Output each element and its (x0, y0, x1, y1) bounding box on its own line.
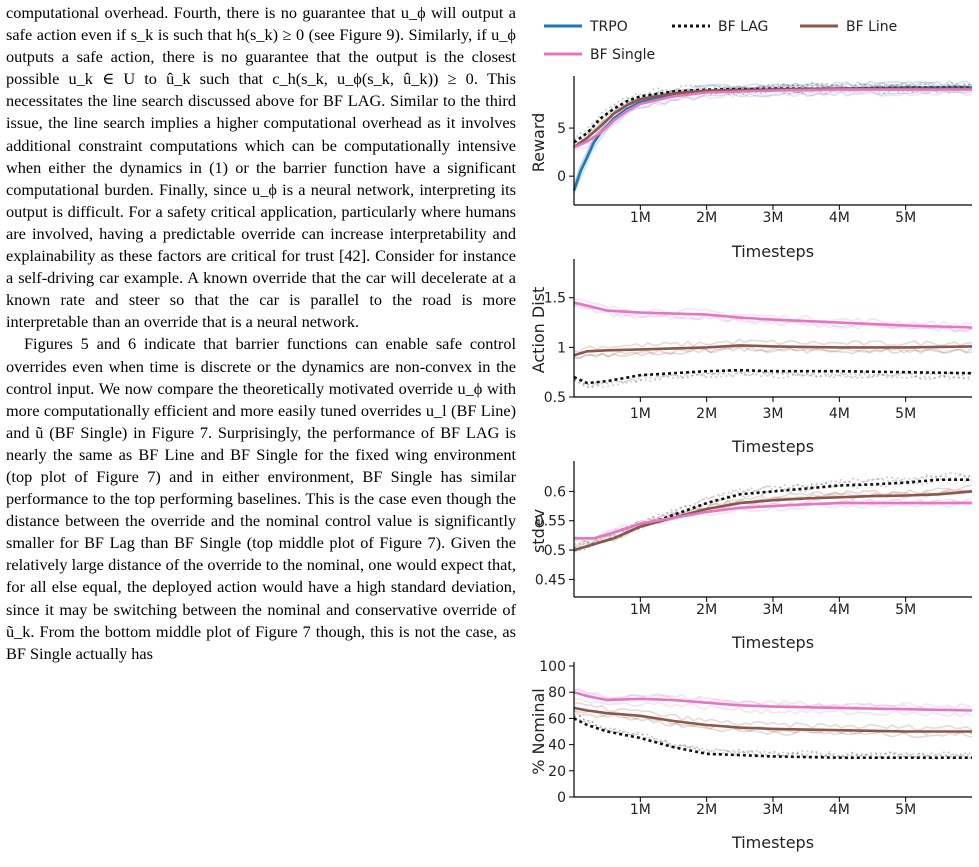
y-tick-label: 20 (548, 764, 566, 780)
run-line (573, 369, 973, 389)
run-line (573, 473, 973, 549)
x-tick-label: 2M (696, 802, 717, 818)
x-tick-label: 5M (895, 602, 916, 618)
legend-label: TRPO (589, 19, 628, 35)
y-axis-label: % Nominal (530, 688, 548, 774)
series-line-bf-lag (573, 86, 972, 144)
x-tick-label: 1M (630, 602, 651, 618)
x-tick-label: 5M (895, 210, 916, 226)
run-line (573, 346, 973, 359)
series-line-bf-single (573, 690, 973, 712)
y-tick-label: 0.45 (535, 572, 566, 588)
run-line (573, 489, 973, 550)
run-line (573, 502, 973, 543)
y-tick-label: 1 (557, 340, 566, 356)
x-tick-label: 2M (696, 210, 717, 226)
x-axis-label: Timesteps (731, 437, 814, 456)
x-tick-label: 3M (763, 406, 784, 422)
run-line (573, 81, 973, 142)
x-tick-label: 3M (763, 602, 784, 618)
y-tick-label: 100 (539, 659, 566, 675)
series-line-bf-single (573, 88, 972, 149)
legend-item-bf-lag: BF LAG (672, 19, 768, 35)
x-axis-label: Timesteps (731, 833, 814, 852)
y-tick-label: 0.6 (544, 484, 566, 500)
y-axis-label: stdev (530, 509, 548, 553)
run-line (573, 484, 973, 548)
plot-reward: 1M 2M 3M 4M 5M 0 5 Timesteps Reward (530, 76, 973, 261)
x-tick-label: 1M (630, 406, 651, 422)
run-line (573, 709, 973, 739)
run-line (573, 697, 973, 718)
run-line (573, 702, 973, 731)
paragraph-2: Figures 5 and 6 indicate that barrier fu… (6, 334, 516, 663)
run-line (573, 687, 973, 710)
legend-item-bf-single: BF Single (544, 47, 655, 63)
series-line-bf-line (573, 490, 973, 552)
y-axis-label: Action Dist (530, 287, 548, 374)
x-axis-label: Timesteps (731, 633, 814, 652)
run-line (573, 80, 973, 186)
legend-label: BF Line (846, 19, 897, 35)
x-tick-label: 2M (696, 406, 717, 422)
y-tick-label: 80 (548, 685, 566, 701)
x-tick-label: 3M (763, 802, 784, 818)
run-line (573, 371, 973, 389)
y-tick-label: 0 (557, 169, 566, 185)
series-line-bf-single (573, 301, 973, 329)
y-tick-label: 40 (548, 738, 566, 754)
y-axis-label: Reward (530, 113, 548, 173)
run-line (573, 304, 973, 334)
x-tick-label: 4M (829, 210, 850, 226)
y-tick-label: 1.5 (544, 291, 566, 307)
series-line-bf-lag (573, 368, 973, 385)
x-tick-label: 4M (829, 406, 850, 422)
x-tick-label: 5M (895, 802, 916, 818)
series-line-bf-single (574, 501, 972, 540)
run-line (573, 89, 973, 194)
figure-7-panel: TRPO BF LAG BF Line BF Single 1M 2M 3M 4M 5M 0 5 T… (530, 0, 979, 867)
run-line (573, 477, 973, 552)
run-line (573, 715, 973, 759)
series-line-bf-line (573, 706, 972, 733)
figure-7-svg: TRPO BF LAG BF Line BF Single 1M 2M 3M 4M 5M 0 5 T… (530, 19, 973, 852)
run-line (573, 370, 973, 388)
x-tick-label: 1M (630, 802, 651, 818)
run-line (573, 717, 973, 760)
run-line (573, 338, 973, 353)
plot-action-dist: 1M 2M 3M 4M 5M 0.5 1 1.5 Timesteps Action Dist (530, 259, 973, 456)
y-tick-label: 5 (557, 121, 566, 137)
plots: 1M 2M 3M 4M 5M 0 5 Timesteps Reward 1M 2M 3M 4M 5M 0.5… (530, 76, 973, 852)
y-tick-label: 0.55 (535, 514, 566, 530)
x-tick-label: 1M (630, 210, 651, 226)
x-tick-label: 3M (763, 210, 784, 226)
run-line (573, 345, 973, 360)
paper-text-column: computational overhead. Fourth, there is… (6, 2, 516, 665)
x-tick-label: 2M (696, 602, 717, 618)
plot-stdev: 1M 2M 3M 4M 5M 0.45 0.5 0.55 0.6 Timesteps stdev (530, 461, 973, 652)
paragraph-1: computational overhead. Fourth, there is… (6, 3, 516, 332)
y-tick-label: 0 (557, 790, 566, 806)
legend-item-bf-line: BF Line (800, 19, 897, 35)
x-axis-label: Timesteps (731, 242, 814, 261)
y-tick-label: 0.5 (544, 390, 566, 406)
run-line (573, 90, 973, 152)
x-tick-label: 5M (895, 406, 916, 422)
legend: TRPO BF LAG BF Line BF Single (544, 19, 897, 63)
legend-label: BF LAG (718, 19, 768, 35)
legend-label: BF Single (590, 47, 655, 63)
plot--nominal: 1M 2M 3M 4M 5M 0 20 40 60 80 100 Timesteps % Nominal (530, 659, 973, 852)
series-line-bf-line (573, 344, 973, 357)
series-line-bf-lag (573, 717, 972, 759)
y-tick-label: 60 (548, 711, 566, 727)
series-line-bf-lag (573, 478, 972, 552)
x-tick-label: 4M (829, 802, 850, 818)
y-tick-label: 0.5 (544, 543, 566, 559)
run-line (573, 86, 973, 147)
legend-item-trpo: TRPO (544, 19, 628, 35)
x-tick-label: 4M (829, 602, 850, 618)
